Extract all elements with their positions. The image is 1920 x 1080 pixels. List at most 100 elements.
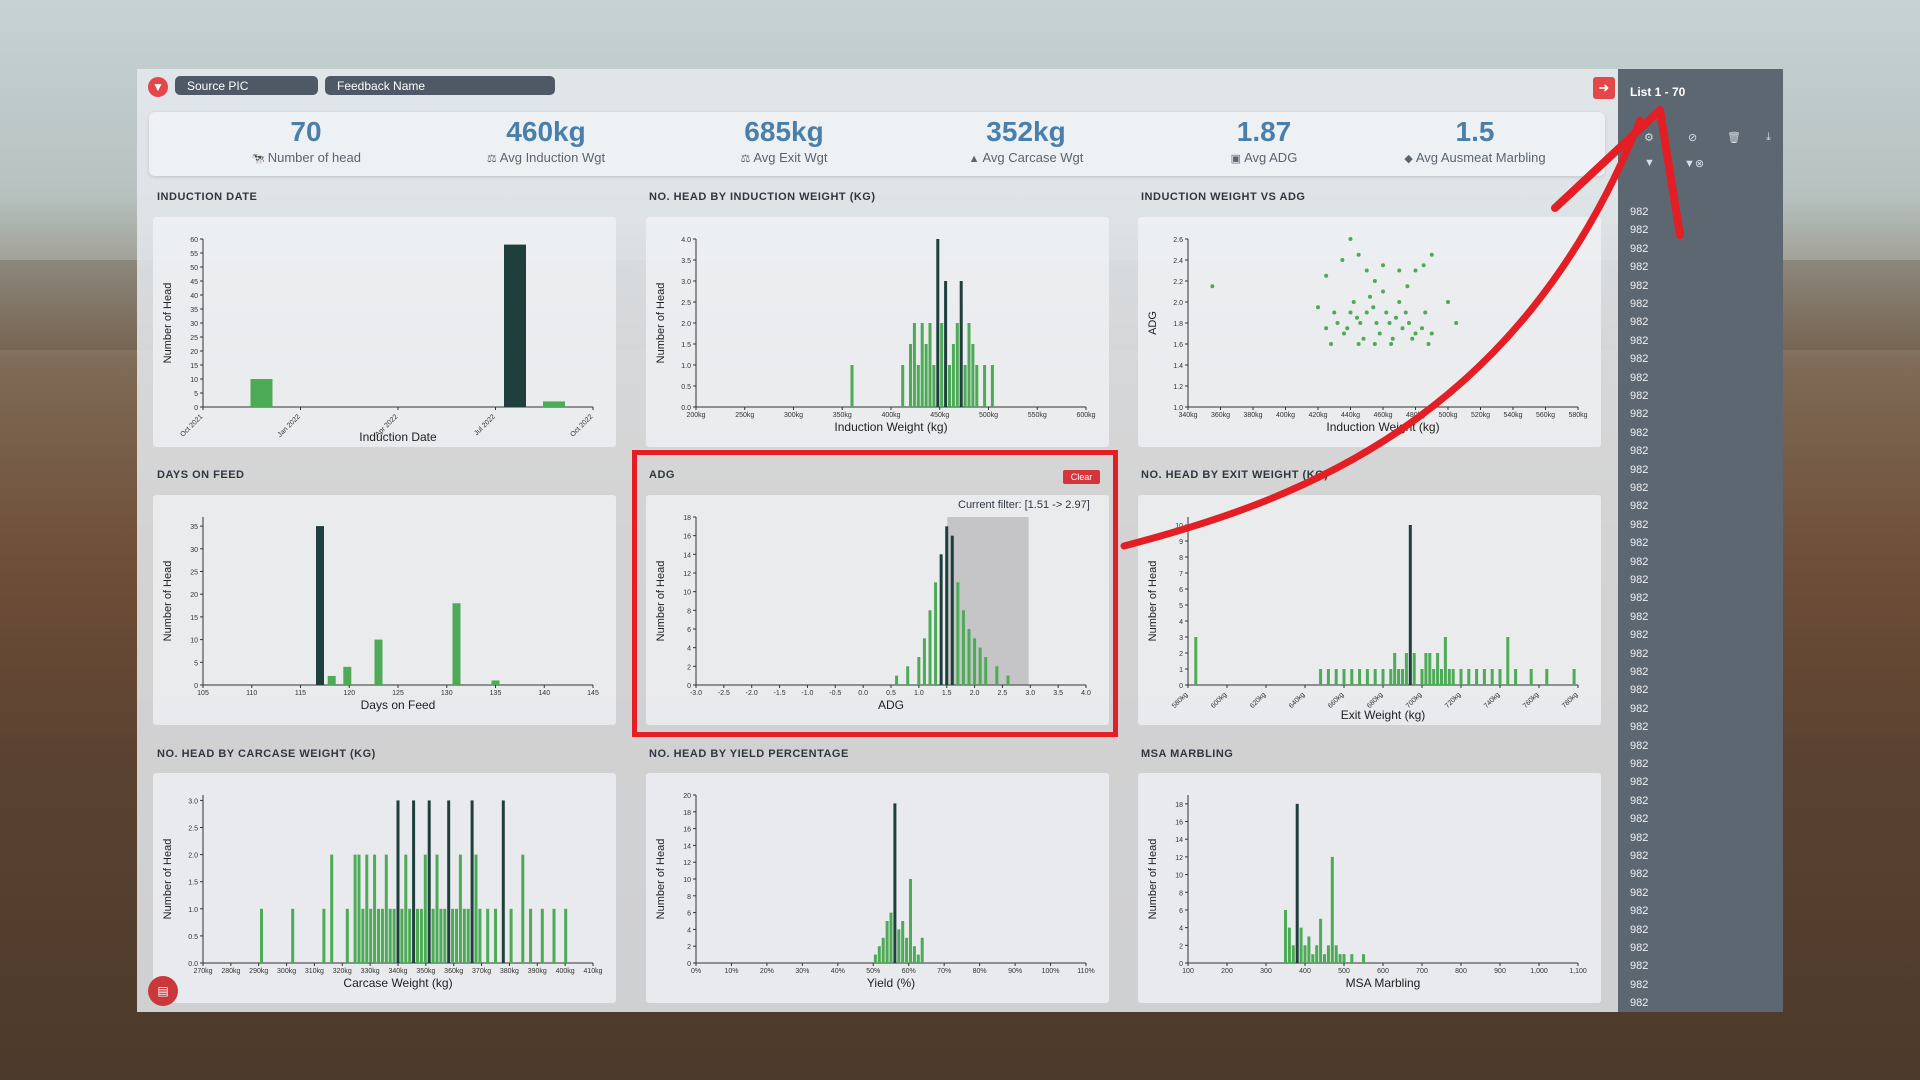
x-tick-label: 390kg — [528, 968, 547, 975]
list-item[interactable]: 982 — [1630, 905, 1649, 918]
download-icon[interactable]: ⤓ — [1766, 131, 1771, 143]
list-item[interactable]: 982 — [1630, 482, 1649, 494]
bar — [1424, 653, 1428, 685]
list-item[interactable]: 982 — [1630, 316, 1649, 329]
bar — [873, 954, 877, 963]
x-tick-label: 420kg — [1308, 412, 1327, 419]
list-item[interactable]: 982 — [1630, 647, 1649, 660]
bar — [1420, 669, 1424, 685]
settings-icon[interactable]: ⚙ — [1644, 132, 1654, 144]
adg-chart[interactable]: 0 2 4 6 8 10 12 14 16 18 -3.0 -2.5 -2.0 -1.5 -1.0 -0.5 0… — [646, 495, 1109, 725]
list-item[interactable]: 982 — [1630, 592, 1649, 605]
report-icon[interactable]: ▤ — [148, 976, 178, 1006]
list-item[interactable]: 982 — [1630, 574, 1649, 586]
bar — [416, 908, 419, 963]
list-item[interactable]: 982 — [1630, 206, 1649, 218]
list-item[interactable]: 982 — [1630, 353, 1649, 366]
carcase-weight-chart[interactable]: 0.0 0.5 1.0 1.5 2.0 2.5 3.0 270kg 280kg 290kg 300k… — [153, 773, 616, 1003]
list-item[interactable]: 982 — [1630, 261, 1649, 274]
list-item[interactable]: 982 — [1630, 390, 1649, 402]
yield-chart[interactable]: 0 2 4 6 8 10 12 14 16 18 20 0% 10% 20% 30% 40% 50% 60% 70%… — [646, 773, 1109, 1003]
list-item[interactable]: 982 — [1630, 721, 1649, 734]
x-tick-label: 300kg — [277, 968, 296, 975]
stat-avg-induction-wgt: 460kg ⚖ Avg Induction Wgt — [431, 116, 661, 165]
stat-avg-adg: 1.87 ▣ Avg ADG — [1149, 116, 1379, 165]
y-tick-label: 12 — [1175, 855, 1183, 862]
days-on-feed-chart[interactable]: 0 5 10 15 20 25 30 35 105 110 115 120 125 130 135 140 14… — [153, 495, 616, 725]
scatter-point — [1210, 284, 1215, 289]
x-tick-label: -1.0 — [801, 690, 813, 697]
scatter-point — [1420, 326, 1424, 331]
y-tick-label: 5 — [1179, 603, 1183, 610]
list-item[interactable]: 982 — [1630, 850, 1649, 862]
bar — [540, 908, 544, 963]
induction-date-chart[interactable]: 0 5 10 15 20 25 30 35 40 45 50 55 60 Oct 2021 Jan 2022… — [153, 217, 616, 447]
bar — [1440, 669, 1443, 685]
feedback-name-filter[interactable]: Feedback Name — [325, 76, 555, 95]
x-tick-label: 10% — [724, 968, 738, 975]
source-pic-filter[interactable]: Source PIC — [175, 76, 318, 95]
trash-icon[interactable]: 🗑 — [1727, 132, 1741, 144]
y-tick-label: 0.5 — [188, 934, 198, 941]
list-item[interactable]: 982 — [1630, 868, 1649, 881]
y-tick-label: 35 — [190, 524, 198, 531]
list-item[interactable]: 982 — [1630, 371, 1649, 384]
bar — [1307, 936, 1311, 963]
list-item[interactable]: 982 — [1630, 500, 1649, 513]
marbling-chart[interactable]: 0 2 4 6 8 10 12 14 16 18 100 200 300 400 500 600 700 800 9… — [1138, 773, 1601, 1003]
list-item[interactable]: 982 — [1630, 610, 1649, 623]
induction-weight-chart[interactable]: 0.0 0.5 1.0 1.5 2.0 2.5 3.0 3.5 4.0 200kg 250kg 300… — [646, 217, 1109, 447]
list-item[interactable]: 982 — [1630, 445, 1649, 458]
y-tick-label: 14 — [1175, 837, 1183, 844]
scatter-point — [1372, 342, 1377, 346]
list-item[interactable]: 982 — [1630, 997, 1649, 1010]
list-item[interactable]: 982 — [1630, 794, 1649, 807]
y-tick-label: 2.5 — [681, 300, 691, 307]
x-tick-label: Oct 2021 — [179, 413, 204, 438]
list-item[interactable]: 982 — [1630, 666, 1649, 678]
bar — [1432, 669, 1436, 685]
list-item[interactable]: 982 — [1630, 831, 1649, 844]
filter-icon[interactable]: ▼ — [1644, 157, 1655, 169]
weight-vs-adg-chart[interactable]: 1.0 1.2 1.4 1.6 1.8 2.0 2.2 2.4 2.6 340kg 360kg 380… — [1138, 217, 1601, 447]
list-item[interactable]: 982 — [1630, 923, 1649, 936]
list-item[interactable]: 982 — [1630, 334, 1649, 347]
y-tick-label: 1.0 — [1173, 405, 1183, 412]
stat-label: Avg Exit Wgt — [753, 150, 828, 165]
x-tick-label: 780kg — [1561, 691, 1580, 710]
filter-icon[interactable]: ▼ — [148, 77, 168, 97]
expand-list-icon[interactable]: ➜ — [1593, 77, 1615, 99]
list-item[interactable]: 982 — [1630, 426, 1649, 439]
list-item[interactable]: 982 — [1630, 739, 1649, 752]
tag-icon[interactable]: ⊘ — [1688, 132, 1698, 144]
y-axis-label: Number of Head — [655, 283, 667, 364]
list-item[interactable]: 982 — [1630, 555, 1649, 568]
list-item[interactable]: 982 — [1630, 463, 1649, 476]
list-item[interactable]: 982 — [1630, 684, 1649, 697]
list-item[interactable]: 982 — [1630, 776, 1649, 789]
list-item[interactable]: 982 — [1630, 758, 1649, 770]
stat-value: 685kg — [744, 116, 824, 147]
list-item[interactable]: 982 — [1630, 279, 1649, 292]
list-item[interactable]: 982 — [1630, 978, 1649, 991]
list-item[interactable]: 982 — [1630, 942, 1649, 954]
list-item[interactable]: 982 — [1630, 224, 1649, 237]
list-item[interactable]: 982 — [1630, 702, 1649, 715]
list-item[interactable]: 982 — [1630, 242, 1649, 255]
bar — [1342, 669, 1346, 685]
list-item[interactable]: 982 — [1630, 537, 1649, 550]
list-item[interactable]: 982 — [1630, 298, 1649, 310]
list-item[interactable]: 982 — [1630, 518, 1649, 531]
bar — [881, 937, 885, 963]
list-item[interactable]: 982 — [1630, 813, 1649, 826]
bar — [1436, 653, 1440, 685]
list-item[interactable]: 982 — [1630, 960, 1649, 973]
list-item[interactable]: 982 — [1630, 629, 1649, 642]
clear-filter-button[interactable]: Clear — [1063, 470, 1100, 484]
list-item[interactable]: 982 — [1630, 408, 1649, 421]
bar — [895, 675, 899, 685]
list-item[interactable]: 982 — [1630, 886, 1649, 899]
clear-filter-icon[interactable]: ▼⊗ — [1684, 158, 1705, 170]
y-tick-label: 1.0 — [188, 907, 198, 914]
